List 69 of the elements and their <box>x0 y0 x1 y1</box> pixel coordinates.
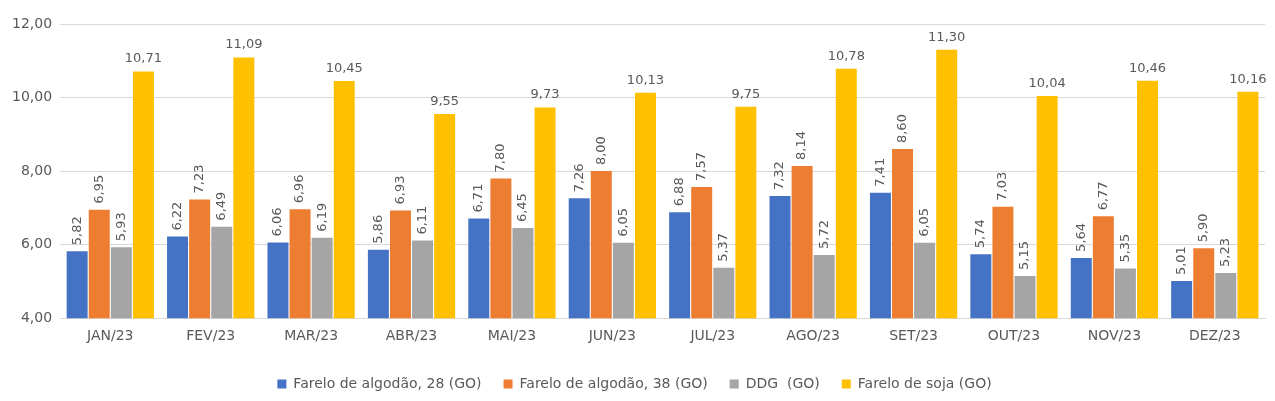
data-label: 5,72 <box>815 219 831 249</box>
x-tick-label: MAR/23 <box>284 327 339 344</box>
data-label: 5,74 <box>972 219 988 249</box>
data-label: 7,26 <box>570 163 586 193</box>
data-label: 10,46 <box>1128 59 1167 75</box>
data-label: 10,16 <box>1229 70 1267 86</box>
data-label: 9,55 <box>430 92 460 108</box>
x-tick-label: JUN/23 <box>587 327 637 344</box>
data-label: 9,73 <box>530 86 560 102</box>
data-label: 6,49 <box>213 191 229 221</box>
data-label: 6,77 <box>1094 181 1110 211</box>
data-label: 5,82 <box>68 216 84 246</box>
data-label: 6,95 <box>90 174 106 204</box>
y-tick-label: 8,00 <box>20 161 53 178</box>
x-tick-label: AGO/23 <box>786 327 841 344</box>
data-label: 6,22 <box>168 201 184 231</box>
data-label: 5,64 <box>1072 222 1088 252</box>
data-label: 8,60 <box>893 114 909 144</box>
legend-label: Farelo de algodão, 28 (GO) <box>293 374 482 391</box>
data-label: 7,80 <box>492 143 508 173</box>
data-label: 7,32 <box>771 161 787 191</box>
x-tick-label: SET/23 <box>889 327 938 344</box>
data-label: 11,30 <box>928 28 966 44</box>
x-tick-label: MAI/23 <box>487 327 537 344</box>
y-tick-label: 4,00 <box>20 308 53 325</box>
data-label: 7,41 <box>871 157 887 187</box>
data-label: 5,15 <box>1016 240 1032 270</box>
data-label: 7,57 <box>693 151 709 181</box>
data-label: 5,23 <box>1217 238 1233 267</box>
data-label: 10,04 <box>1028 74 1066 90</box>
x-tick-label: FEV/23 <box>186 327 236 344</box>
data-label: 8,00 <box>592 136 608 166</box>
legend-label: Farelo de soja (GO) <box>857 374 992 391</box>
data-label: 7,23 <box>191 164 207 194</box>
legend-label: DDG (GO) <box>745 374 820 391</box>
x-tick-label: NOV/23 <box>1087 327 1142 344</box>
data-label: 6,71 <box>470 183 486 213</box>
data-label: 6,88 <box>670 177 686 207</box>
data-label: 6,93 <box>391 175 407 205</box>
data-label: 6,05 <box>614 207 630 237</box>
legend-label: Farelo de algodão, 38 (GO) <box>519 374 708 391</box>
data-label: 6,19 <box>313 202 329 232</box>
data-label: 6,96 <box>291 174 307 204</box>
data-label: 10,71 <box>124 50 163 66</box>
x-tick-label: DEZ/23 <box>1188 327 1241 344</box>
data-label: 6,06 <box>269 207 285 237</box>
data-label: 9,75 <box>731 85 761 101</box>
x-tick-label: JAN/23 <box>86 327 134 344</box>
data-label: 5,01 <box>1173 246 1189 276</box>
x-tick-label: OUT/23 <box>987 327 1041 344</box>
data-label: 11,09 <box>225 36 263 52</box>
x-tick-label: JUL/23 <box>689 327 736 344</box>
data-label: 6,45 <box>514 193 530 223</box>
y-tick-label: 6,00 <box>20 235 53 252</box>
data-label: 8,14 <box>793 131 809 160</box>
data-label: 6,05 <box>915 207 931 237</box>
y-tick-label: 12,00 <box>11 14 53 31</box>
data-label: 5,37 <box>715 232 731 262</box>
data-label: 7,03 <box>994 171 1010 201</box>
data-label: 10,13 <box>626 71 665 87</box>
data-label: 5,35 <box>1116 233 1132 263</box>
data-label: 5,93 <box>112 212 128 242</box>
data-label: 5,86 <box>369 214 385 244</box>
y-tick-label: 10,00 <box>11 88 53 105</box>
x-tick-label: ABR/23 <box>385 327 438 344</box>
data-label: 6,11 <box>413 205 429 235</box>
data-label: 10,78 <box>827 47 865 63</box>
data-label: 10,45 <box>325 59 363 75</box>
data-label: 5,90 <box>1195 213 1211 243</box>
